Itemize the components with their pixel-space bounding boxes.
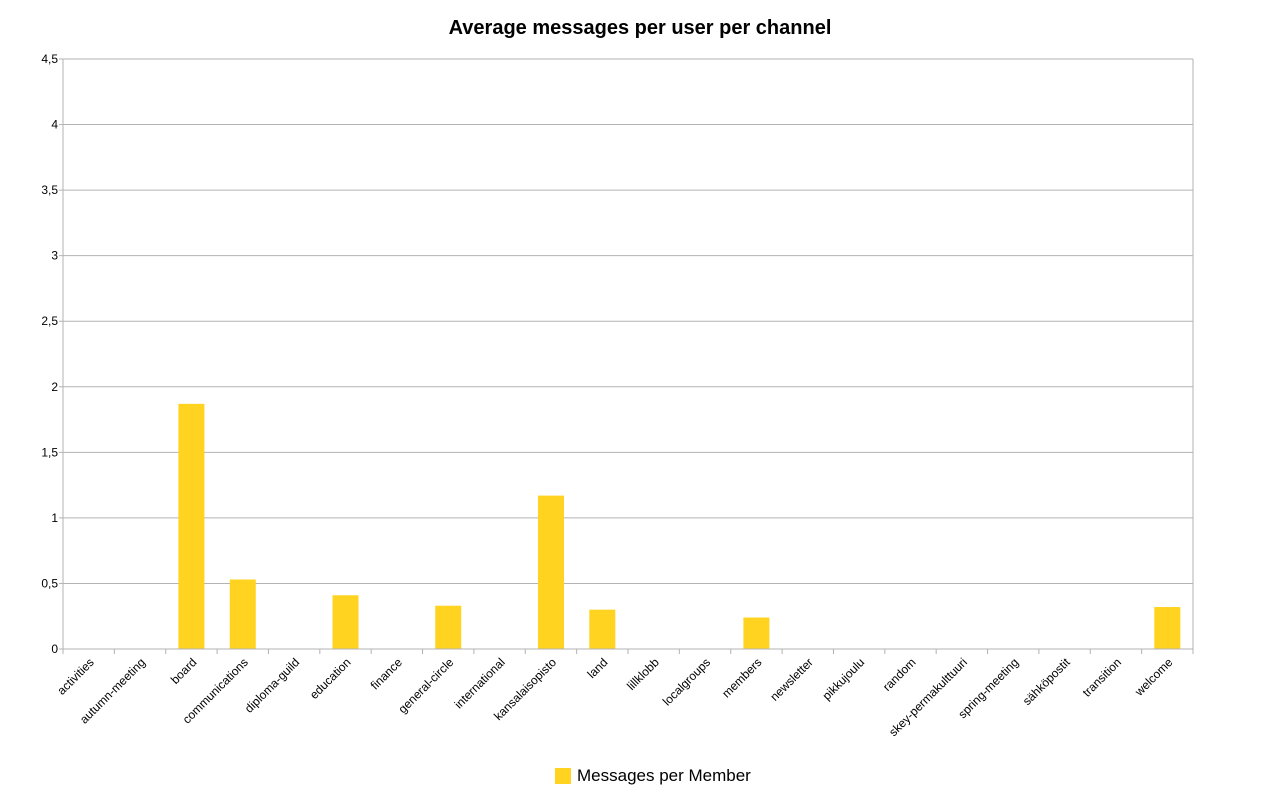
y-tick-label: 3,5 bbox=[41, 183, 58, 197]
legend-label: Messages per Member bbox=[577, 766, 751, 785]
y-tick-label: 3 bbox=[51, 249, 58, 263]
y-tick-label: 4,5 bbox=[41, 52, 58, 66]
chart-title: Average messages per user per channel bbox=[448, 17, 832, 39]
y-tick-label: 2 bbox=[51, 380, 58, 394]
bar-welcome bbox=[1154, 607, 1181, 649]
x-tick-label: newsletter bbox=[767, 655, 816, 704]
bar-general-circle bbox=[435, 605, 462, 649]
bar-education bbox=[332, 595, 359, 649]
x-tick-label: sähköpostit bbox=[1020, 655, 1073, 708]
x-tick-label: finance bbox=[368, 655, 405, 692]
x-tick-label: international bbox=[452, 655, 508, 711]
y-tick-label: 0 bbox=[51, 642, 58, 656]
x-tick-label: diploma-guild bbox=[242, 655, 302, 715]
y-tick-label: 0,5 bbox=[41, 576, 58, 590]
y-tick-label: 4 bbox=[51, 118, 58, 132]
gridlines bbox=[63, 58, 1193, 584]
x-tick-label: activities bbox=[54, 655, 96, 697]
legend: Messages per Member bbox=[555, 764, 751, 788]
x-tick-label: land bbox=[584, 655, 610, 681]
bar-board bbox=[178, 403, 205, 649]
legend-swatch bbox=[555, 768, 571, 784]
y-tick-labels: 0 0,5 1 1,5 2 2,5 3 3,5 4 4,5 bbox=[41, 52, 58, 656]
bar-kansalaisopisto bbox=[537, 495, 564, 649]
x-tick-label: lillklobb bbox=[624, 655, 662, 693]
y-tick-label: 1,5 bbox=[41, 445, 58, 459]
x-tick-label: general-circle bbox=[396, 655, 457, 716]
bar-land bbox=[589, 609, 616, 649]
y-tick-label: 1 bbox=[51, 511, 58, 525]
x-tick-label: education bbox=[307, 655, 354, 702]
x-tick-label: welcome bbox=[1131, 655, 1175, 699]
x-tick-label: random bbox=[880, 655, 919, 694]
x-tick-label: transition bbox=[1080, 655, 1124, 699]
x-tick-label: members bbox=[719, 655, 764, 700]
x-tick-label: localgroups bbox=[660, 655, 713, 708]
x-tick-label: board bbox=[168, 655, 200, 687]
axes bbox=[59, 58, 1194, 654]
bars bbox=[178, 403, 1181, 649]
bar-members bbox=[743, 617, 770, 649]
bar-communications bbox=[229, 579, 256, 649]
x-tick-label: pikkujoulu bbox=[820, 655, 868, 703]
y-tick-label: 2,5 bbox=[41, 314, 58, 328]
